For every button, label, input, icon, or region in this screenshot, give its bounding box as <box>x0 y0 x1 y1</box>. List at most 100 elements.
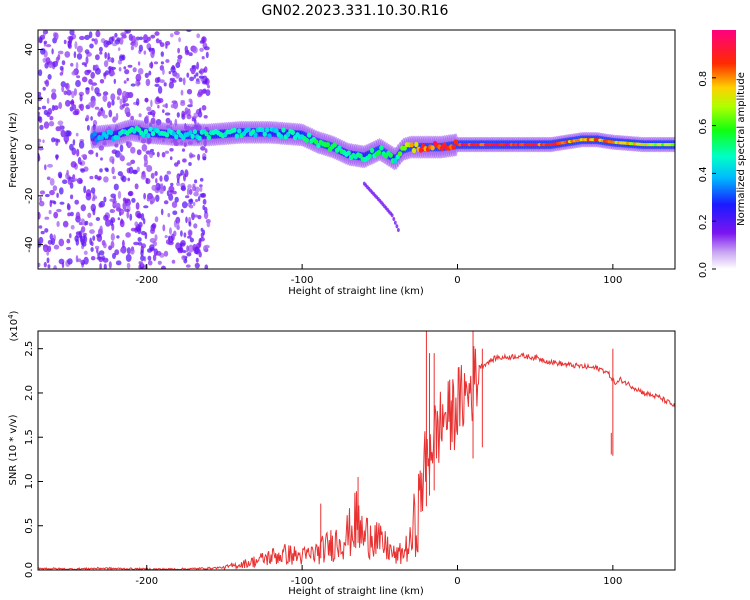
spectrogram-speckle <box>78 230 83 238</box>
spectrogram-speckle <box>45 44 52 48</box>
spectrogram-branch-point <box>395 224 399 229</box>
colorbar-tick-label: 0.8 <box>698 71 709 87</box>
spectrogram-speckle <box>149 62 154 69</box>
spectrogram-speckle <box>49 178 55 186</box>
spectrogram-speckle <box>49 115 54 121</box>
spectrogram-ridge-point <box>290 129 295 136</box>
spectrogram-speckle <box>154 31 160 36</box>
figure-title: GN02.2023.331.10.30.R16 <box>262 3 449 19</box>
spectrogram-speckle <box>78 141 85 149</box>
spectrogram-speckle <box>105 168 109 173</box>
spectrogram-speckle <box>165 43 168 49</box>
spectrogram-speckle <box>181 255 186 261</box>
spectrogram-speckle <box>110 93 116 101</box>
spectrogram-speckle <box>90 187 96 194</box>
spectrogram-frame <box>37 29 676 270</box>
spectrogram-speckle <box>163 174 169 182</box>
spectrogram-speckle <box>137 68 144 75</box>
spectrogram-speckle <box>203 245 208 252</box>
spectrogram-speckle <box>150 99 153 108</box>
spectrogram-speckle <box>123 80 127 84</box>
spectrogram-speckle <box>155 38 160 44</box>
spectrogram-speckle <box>172 210 178 216</box>
spectrogram-speckle <box>175 62 181 69</box>
spectrogram-speckle <box>60 129 66 138</box>
spectrogram-speckle <box>196 61 200 70</box>
spectrogram-speckle <box>170 104 175 109</box>
spectrogram-speckle <box>109 156 115 163</box>
spectrogram-speckle <box>94 87 100 95</box>
spectrogram-speckle <box>75 255 79 263</box>
spectrogram-speckle <box>180 230 183 237</box>
spectrogram-speckle <box>156 250 162 256</box>
spectrogram-speckle <box>74 199 79 205</box>
spectrogram-speckle <box>57 171 63 178</box>
snr-y-tick-label: 2.5 <box>24 341 35 357</box>
spectrogram-speckle <box>78 91 85 97</box>
spectrogram-speckle <box>126 247 131 255</box>
spectrogram-speckle <box>200 192 207 198</box>
spectrogram-speckle <box>108 36 114 45</box>
spectrogram-speckle <box>147 36 152 42</box>
spectrogram-speckle <box>79 35 85 41</box>
spectrogram-speckle <box>138 44 143 52</box>
spectrogram-speckle <box>199 107 202 113</box>
spectrogram-speckle <box>52 185 58 192</box>
spectrogram-speckle <box>103 214 109 221</box>
spectrogram-speckle <box>137 61 141 66</box>
spectrogram-speckle <box>127 92 133 98</box>
spectrogram-speckle <box>116 96 120 101</box>
spectrogram-speckle <box>71 90 75 99</box>
spectrogram-speckle <box>187 235 192 239</box>
spectrogram-speckle <box>73 178 78 182</box>
spectrogram-ridge-point <box>104 133 109 139</box>
spectrogram-speckle <box>178 77 183 82</box>
spectrogram-speckle <box>66 89 72 96</box>
spectrogram-speckle <box>206 221 211 228</box>
spectrogram-speckle <box>90 116 93 121</box>
spectrogram-ridge-point <box>379 145 384 151</box>
spectrogram-x-tick-label: -100 <box>291 275 314 286</box>
spectrogram-speckle <box>145 78 151 87</box>
spectrogram-speckle <box>191 65 195 69</box>
spectrogram-speckle <box>38 111 41 117</box>
spectrogram-speckle <box>136 166 140 172</box>
spectrogram-speckle <box>44 216 50 220</box>
spectrogram-speckle <box>181 148 186 152</box>
spectrogram-speckle <box>78 104 82 109</box>
spectrogram-ridge-point <box>99 135 104 141</box>
spectrogram-speckle <box>147 255 152 261</box>
spectrogram-speckle <box>72 110 79 116</box>
spectrogram-speckle <box>165 150 169 154</box>
spectrogram-speckle <box>110 66 117 70</box>
spectrogram-speckle <box>81 241 87 247</box>
spectrogram-speckle <box>126 162 132 166</box>
colorbar-tick-label: 0.6 <box>698 119 709 135</box>
spectrogram-ridge-point <box>232 127 237 133</box>
spectrogram-speckle <box>207 84 210 89</box>
spectrogram-speckle <box>134 183 139 190</box>
spectrogram-speckle <box>70 194 74 200</box>
spectrogram-speckle <box>144 158 149 166</box>
spectrogram-speckle <box>145 178 151 185</box>
spectrogram-speckle <box>98 250 105 256</box>
spectrogram-speckle <box>185 216 188 224</box>
spectrogram-speckle <box>185 195 190 199</box>
spectrogram-speckle <box>119 104 124 110</box>
spectrogram-speckle <box>181 185 186 192</box>
spectrogram-speckle <box>162 224 166 232</box>
spectrogram-speckle <box>185 264 191 268</box>
spectrogram-speckle <box>75 211 81 220</box>
spectrogram-speckle <box>125 253 132 262</box>
spectrogram-speckle <box>151 184 157 191</box>
spectrogram-speckle <box>44 164 47 171</box>
spectrogram-speckle <box>102 114 108 119</box>
spectrogram-speckle <box>40 230 45 235</box>
spectrogram-speckle <box>39 124 44 130</box>
spectrogram-ridge-point <box>146 133 151 139</box>
spectrogram-speckle <box>201 105 207 111</box>
spectrogram-speckle <box>198 240 202 248</box>
spectrogram-speckle <box>95 30 101 38</box>
spectrogram-speckle <box>166 170 171 175</box>
spectrogram-speckle <box>181 201 188 209</box>
